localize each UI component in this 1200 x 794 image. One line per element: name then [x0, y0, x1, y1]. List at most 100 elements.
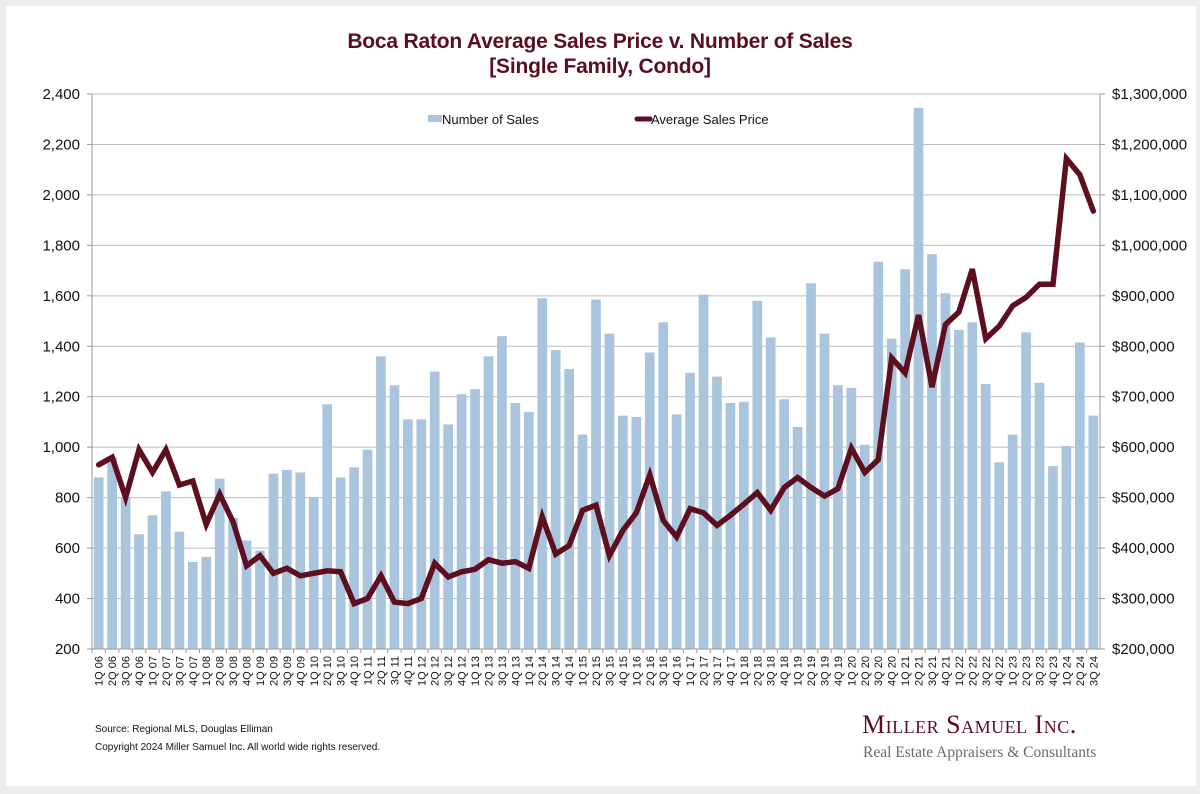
x-tick-label: 4Q 10 — [349, 656, 361, 686]
bar-1Q-21 — [900, 269, 910, 649]
bar-4Q-06 — [134, 534, 144, 649]
bar-2Q-07 — [161, 491, 171, 649]
bar-1Q-18 — [739, 401, 749, 649]
x-tick-label: 3Q 16 — [658, 656, 670, 686]
legend-marker-number-of-sales — [428, 115, 442, 122]
bar-4Q-14 — [564, 368, 574, 649]
chart-card — [6, 6, 1196, 786]
x-tick-label: 2Q 11 — [376, 656, 388, 685]
brand-logo-name: Miller Samuel Inc. — [862, 710, 1077, 739]
x-tick-label: 4Q 18 — [779, 656, 791, 686]
x-tick-label: 4Q 08 — [242, 656, 254, 686]
x-tick-label: 1Q 14 — [524, 656, 536, 686]
y-left-tick-label: 800 — [55, 490, 80, 507]
bar-3Q-11 — [389, 385, 400, 649]
x-tick-label: 1Q 07 — [147, 656, 159, 686]
x-tick-label: 2Q 22 — [967, 656, 979, 686]
x-tick-label: 2Q 19 — [806, 656, 818, 686]
x-tick-label: 3Q 15 — [604, 656, 616, 686]
bar-3Q-08 — [228, 517, 238, 649]
bar-4Q-09 — [295, 472, 306, 649]
x-tick-label: 3Q 22 — [981, 656, 993, 686]
x-tick-label: 3Q 10 — [336, 656, 348, 686]
bar-1Q-14 — [523, 411, 534, 649]
y-right-tick-label: $1,200,000 — [1112, 136, 1187, 153]
bar-2Q-09 — [268, 473, 279, 649]
y-left-tick-label: 200 — [55, 641, 80, 658]
bar-2Q-06 — [107, 457, 117, 649]
x-tick-label: 4Q 12 — [457, 656, 469, 686]
bar-4Q-21 — [940, 293, 951, 649]
bar-1Q-11 — [362, 449, 373, 649]
bar-1Q-12 — [416, 419, 427, 649]
x-tick-label: 4Q 16 — [672, 656, 684, 686]
y-right-tick-label: $300,000 — [1112, 591, 1175, 608]
x-tick-label: 4Q 17 — [725, 656, 737, 686]
x-tick-label: 1Q 08 — [201, 656, 213, 686]
bar-1Q-06 — [93, 477, 104, 649]
x-tick-label: 1Q 22 — [954, 656, 966, 686]
bar-3Q-23 — [1034, 382, 1045, 649]
x-tick-label: 4Q 22 — [994, 656, 1006, 686]
y-right-tick-label: $500,000 — [1112, 490, 1175, 507]
bar-4Q-23 — [1048, 466, 1058, 649]
x-tick-label: 2Q 06 — [107, 656, 119, 686]
line-series-average-sales-price — [95, 151, 1097, 608]
x-tick-label: 4Q 19 — [833, 656, 845, 686]
y-left-tick-label: 2,200 — [42, 136, 80, 153]
bar-1Q-20 — [846, 387, 857, 649]
x-tick-label: 2Q 16 — [645, 656, 657, 686]
bar-1Q-19 — [792, 427, 803, 649]
bar-1Q-16 — [631, 416, 642, 649]
y-right-tick-label: $1,100,000 — [1112, 187, 1187, 204]
bar-2Q-18 — [752, 300, 763, 649]
bar-2Q-23 — [1021, 332, 1031, 649]
x-tick-label: 1Q 16 — [631, 656, 643, 686]
bar-4Q-10 — [349, 467, 359, 649]
copyright-note: Copyright 2024 Miller Samuel Inc. All wo… — [95, 742, 381, 753]
x-tick-label: 3Q 06 — [121, 656, 133, 686]
bar-2Q-20 — [859, 444, 870, 649]
x-tick-label: 2Q 08 — [215, 656, 227, 686]
bar-1Q-07 — [147, 515, 158, 649]
bar-4Q-07 — [187, 561, 198, 649]
x-tick-label: 2Q 21 — [914, 656, 926, 686]
bar-3Q-22 — [980, 384, 991, 649]
y-right-tick-label: $900,000 — [1112, 288, 1175, 305]
chart-title: Boca Raton Average Sales Price v. Number… — [347, 30, 853, 53]
bar-3Q-12 — [443, 424, 453, 649]
bar-4Q-11 — [403, 419, 413, 649]
x-tick-label: 3Q 20 — [873, 656, 885, 686]
bar-1Q-09 — [255, 550, 265, 649]
y-left-tick-label: 1,000 — [42, 439, 80, 456]
bar-2Q-15 — [591, 299, 601, 649]
x-tick-label: 3Q 23 — [1035, 656, 1047, 686]
x-tick-label: 1Q 17 — [685, 656, 697, 686]
x-tick-label: 4Q 13 — [510, 656, 522, 686]
y-right-tick-label: $700,000 — [1112, 389, 1175, 406]
bar-2Q-14 — [537, 298, 548, 649]
y-right-tick-label: $1,300,000 — [1112, 86, 1187, 103]
x-tick-label: 4Q 21 — [940, 656, 952, 686]
y-left-tick-label: 600 — [55, 540, 80, 557]
bar-2Q-12 — [429, 371, 440, 649]
bar-4Q-13 — [510, 403, 521, 649]
x-tick-label: 1Q 09 — [255, 656, 267, 686]
x-tick-label: 3Q 17 — [712, 656, 724, 686]
bar-2Q-11 — [376, 356, 386, 649]
brand-tagline: Real Estate Appraisers & Consultants — [863, 744, 1097, 761]
bar-4Q-17 — [725, 403, 736, 649]
bar-3Q-15 — [604, 333, 615, 649]
y-left-tick-label: 1,400 — [42, 338, 80, 355]
bar-3Q-10 — [335, 477, 346, 649]
x-tick-label: 2Q 20 — [860, 656, 872, 686]
x-tick-label: 3Q 19 — [819, 656, 831, 686]
x-tick-label: 1Q 12 — [416, 656, 428, 686]
x-axis: 1Q 06 2Q 06 3Q 06 4Q 06 1Q 07 2Q 07 3Q 07 4Q 07… — [91, 648, 1100, 686]
bar-2Q-10 — [322, 404, 333, 649]
x-tick-label: 2Q 24 — [1075, 656, 1087, 686]
bar-3Q-24 — [1088, 415, 1099, 649]
bar-3Q-16 — [658, 322, 669, 649]
x-tick-label: 1Q 11 — [363, 656, 375, 685]
x-tick-label: 4Q 07 — [188, 656, 200, 686]
